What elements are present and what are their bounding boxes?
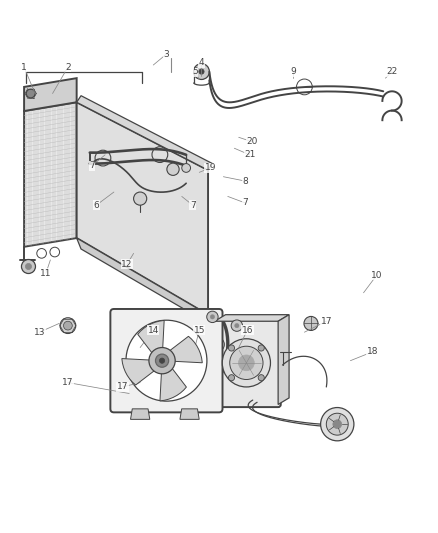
Text: 12: 12 <box>121 260 133 269</box>
Circle shape <box>229 375 235 381</box>
Text: 16: 16 <box>242 326 253 335</box>
Polygon shape <box>160 368 187 401</box>
Circle shape <box>333 420 342 429</box>
Circle shape <box>194 64 209 79</box>
Circle shape <box>258 345 264 351</box>
Text: 5: 5 <box>192 67 198 76</box>
Circle shape <box>235 324 239 328</box>
Text: 18: 18 <box>367 348 378 357</box>
Text: 19: 19 <box>205 164 216 173</box>
Text: 17: 17 <box>62 378 74 387</box>
Text: 20: 20 <box>246 137 258 146</box>
Circle shape <box>182 164 191 172</box>
Circle shape <box>258 375 264 381</box>
Text: 22: 22 <box>386 67 398 76</box>
Circle shape <box>207 311 218 322</box>
Text: 9: 9 <box>290 67 297 76</box>
Text: 7: 7 <box>190 201 196 209</box>
Circle shape <box>321 408 354 441</box>
Text: 3: 3 <box>163 50 170 59</box>
Text: 13: 13 <box>34 328 45 337</box>
Circle shape <box>149 348 175 374</box>
Text: 7: 7 <box>89 161 95 170</box>
Polygon shape <box>77 96 212 170</box>
Circle shape <box>229 345 235 351</box>
Text: 4: 4 <box>199 58 204 67</box>
Circle shape <box>210 314 215 319</box>
Circle shape <box>25 263 32 270</box>
Text: 14: 14 <box>148 326 159 335</box>
Text: 17: 17 <box>117 383 128 391</box>
Polygon shape <box>278 314 289 405</box>
Text: 11: 11 <box>40 269 52 278</box>
Circle shape <box>222 339 270 387</box>
Circle shape <box>231 320 243 332</box>
FancyBboxPatch shape <box>110 309 223 413</box>
Circle shape <box>326 413 348 435</box>
Circle shape <box>304 317 318 330</box>
Circle shape <box>134 192 147 205</box>
Text: 15: 15 <box>194 326 205 335</box>
Text: 17: 17 <box>321 317 332 326</box>
Polygon shape <box>77 238 212 326</box>
Circle shape <box>60 318 76 334</box>
Polygon shape <box>77 102 208 314</box>
Polygon shape <box>170 336 202 363</box>
Polygon shape <box>24 102 77 247</box>
Circle shape <box>230 346 263 379</box>
Polygon shape <box>24 78 77 111</box>
Polygon shape <box>122 359 155 385</box>
FancyBboxPatch shape <box>212 319 281 407</box>
Polygon shape <box>131 409 150 419</box>
Circle shape <box>167 163 179 175</box>
Circle shape <box>126 320 207 401</box>
Text: 7: 7 <box>242 198 248 207</box>
Text: 1: 1 <box>21 63 27 72</box>
Circle shape <box>199 69 204 74</box>
Circle shape <box>26 89 35 98</box>
Polygon shape <box>215 314 289 321</box>
FancyBboxPatch shape <box>31 91 52 104</box>
Polygon shape <box>180 409 199 419</box>
Circle shape <box>64 321 72 330</box>
Circle shape <box>155 354 169 367</box>
Polygon shape <box>138 320 164 353</box>
Text: 6: 6 <box>93 201 99 209</box>
Text: 21: 21 <box>244 150 255 159</box>
Text: 8: 8 <box>242 176 248 185</box>
Text: 2: 2 <box>65 63 71 72</box>
Circle shape <box>238 355 254 371</box>
Circle shape <box>21 260 35 273</box>
Text: 10: 10 <box>371 271 382 280</box>
Circle shape <box>159 358 165 364</box>
